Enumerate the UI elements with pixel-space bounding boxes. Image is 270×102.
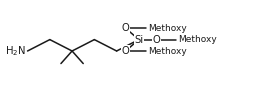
Text: Methoxy: Methoxy bbox=[148, 24, 187, 33]
Text: O: O bbox=[122, 23, 129, 33]
Text: O: O bbox=[122, 46, 129, 56]
Text: Methoxy: Methoxy bbox=[148, 47, 187, 55]
Text: Methoxy: Methoxy bbox=[178, 35, 217, 44]
Text: Si: Si bbox=[134, 35, 143, 45]
Text: H$_2$N: H$_2$N bbox=[5, 44, 26, 58]
Text: O: O bbox=[153, 35, 161, 45]
